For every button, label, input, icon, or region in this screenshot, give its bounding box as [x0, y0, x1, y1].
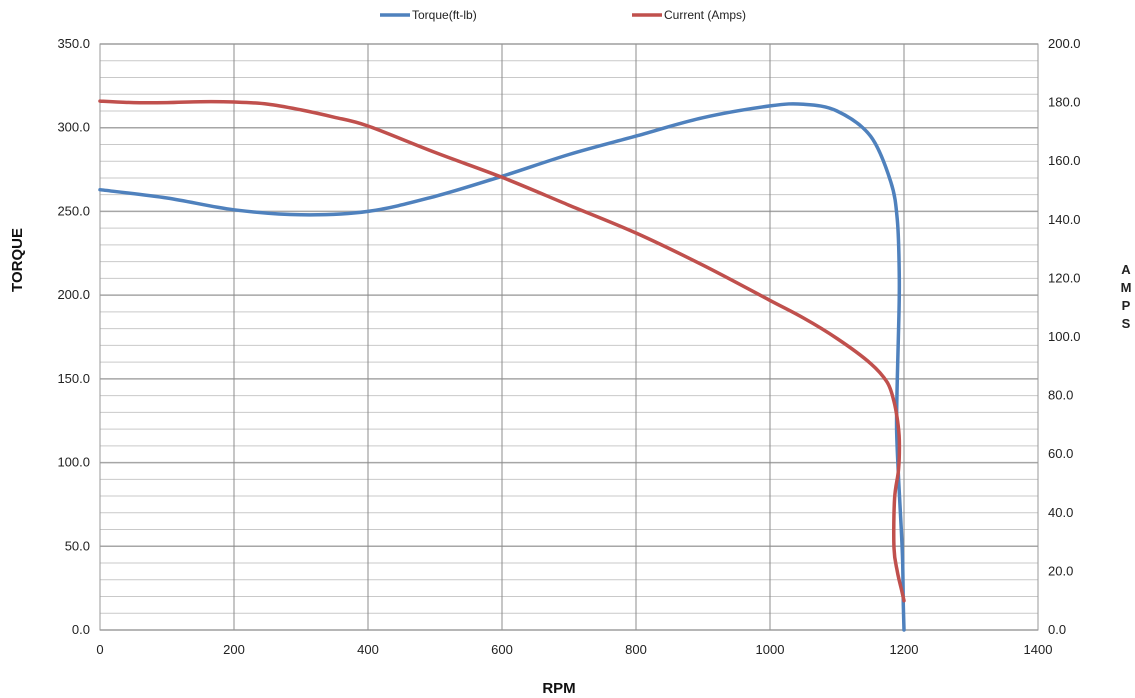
left-tick-label: 150.0 [57, 371, 90, 386]
left-tick-label: 100.0 [57, 455, 90, 470]
current-series-line [98, 99, 906, 603]
right-tick-label: 100.0 [1048, 329, 1081, 344]
x-tick-label: 1000 [756, 642, 785, 657]
left-tick-label: 300.0 [57, 120, 90, 135]
right-tick-label: 0.0 [1048, 622, 1066, 637]
right-axis-ticks: 0.0 20.0 40.0 60.0 80.0 100.0 120.0 140.0 160.0 1… [1048, 36, 1081, 637]
y2-axis-title-letter: A [1121, 262, 1131, 277]
plot-area-border [99, 43, 1039, 631]
y2-axis-title-letter: P [1122, 298, 1131, 313]
left-tick-label: 0.0 [72, 622, 90, 637]
right-tick-label: 80.0 [1048, 388, 1073, 403]
x-tick-label: 0 [96, 642, 103, 657]
right-tick-label: 60.0 [1048, 446, 1073, 461]
x-tick-label: 200 [223, 642, 245, 657]
x-axis-title: RPM [542, 680, 575, 697]
y2-axis-title-letter: M [1121, 280, 1132, 295]
x-tick-label: 1400 [1024, 642, 1053, 657]
y2-axis-title-letter: S [1122, 316, 1131, 331]
x-tick-label: 1200 [890, 642, 919, 657]
y-axis-title: TORQUE [9, 228, 26, 292]
current-legend-label: Current (Amps) [664, 8, 746, 22]
left-tick-label: 350.0 [57, 36, 90, 51]
left-tick-label: 50.0 [65, 538, 90, 553]
x-tick-label: 800 [625, 642, 647, 657]
left-axis-ticks: 0.0 50.0 100.0 150.0 200.0 250.0 300.0 350.0 [57, 36, 90, 637]
left-tick-label: 200.0 [57, 287, 90, 302]
right-tick-label: 180.0 [1048, 95, 1081, 110]
right-tick-label: 120.0 [1048, 270, 1081, 285]
legend: Torque(ft-lb) Current (Amps) [380, 8, 746, 22]
x-tick-label: 400 [357, 642, 379, 657]
left-tick-label: 250.0 [57, 203, 90, 218]
torque-legend-label: Torque(ft-lb) [412, 8, 477, 22]
right-tick-label: 140.0 [1048, 212, 1081, 227]
right-tick-label: 160.0 [1048, 153, 1081, 168]
right-tick-label: 200.0 [1048, 36, 1081, 51]
series-layer [98, 99, 906, 632]
x-axis-ticks: 0 200 400 600 800 1000 1200 1400 [96, 642, 1052, 657]
right-tick-label: 20.0 [1048, 563, 1073, 578]
right-tick-label: 40.0 [1048, 505, 1073, 520]
x-tick-label: 600 [491, 642, 513, 657]
